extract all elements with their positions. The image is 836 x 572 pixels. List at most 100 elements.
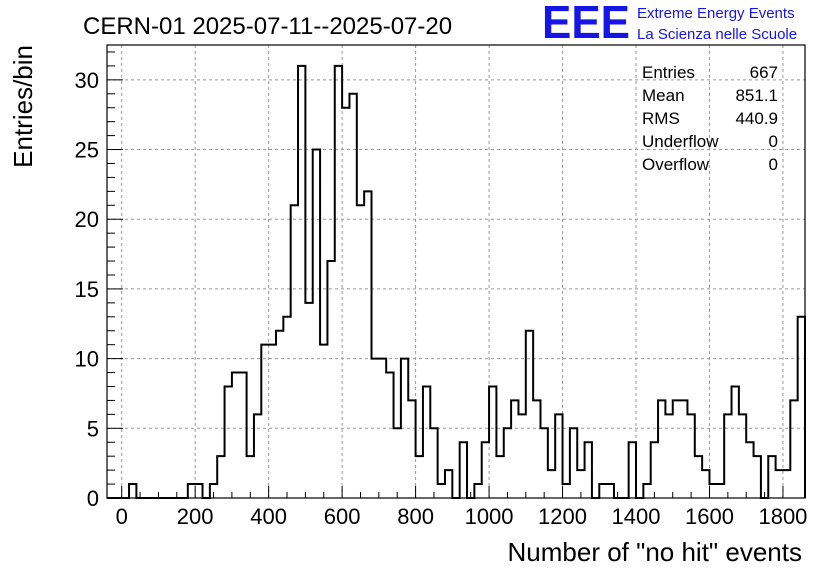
- logo-line-1: Extreme Energy Events: [637, 5, 795, 22]
- histogram-bin: [511, 400, 518, 498]
- histogram-bin: [379, 359, 386, 498]
- histogram-bin: [746, 442, 753, 498]
- stats-box: Entries 667 Mean 851.1 RMS 440.9 Underflow 0 Ove…: [642, 63, 778, 174]
- stats-value: 440.9: [735, 109, 778, 128]
- stats-label: Entries: [642, 63, 695, 82]
- y-tick-label: 5: [87, 416, 99, 441]
- x-tick-label: 1800: [758, 504, 807, 529]
- histogram-bin: [416, 456, 423, 498]
- histogram-bin: [496, 456, 503, 498]
- histogram-outline: [107, 64, 806, 499]
- histogram-bin: [276, 331, 283, 498]
- histogram-bin: [673, 400, 680, 498]
- histogram-bin: [489, 386, 496, 498]
- stats-label: Mean: [642, 86, 685, 105]
- stats-label: RMS: [642, 109, 680, 128]
- histogram-bin: [232, 373, 239, 498]
- histogram-bin: [717, 484, 724, 498]
- histogram-bin: [651, 442, 658, 498]
- histogram-bin: [533, 400, 540, 498]
- y-axis-title: Entries/bin: [8, 45, 38, 168]
- x-tick-label: 200: [177, 504, 214, 529]
- histogram-bin: [680, 400, 687, 498]
- histogram-bin: [423, 386, 430, 498]
- histogram-bin: [783, 470, 790, 498]
- histogram-bin: [599, 484, 606, 498]
- histogram-bin: [754, 456, 761, 498]
- stats-value: 0: [769, 155, 778, 174]
- x-tick-label: 800: [397, 504, 434, 529]
- histogram-bin: [298, 66, 305, 498]
- y-axis-ticks: 0 5 10 15 20 25 30: [75, 51, 123, 511]
- histogram-bin: [563, 484, 570, 498]
- plot-frame: [106, 44, 806, 499]
- histogram-bin: [438, 484, 445, 498]
- histogram-bin: [709, 484, 716, 498]
- histogram-bin: [643, 484, 650, 498]
- histogram-bin: [217, 456, 224, 498]
- histogram-bin: [555, 414, 562, 498]
- x-tick-label: 1600: [685, 504, 734, 529]
- histogram-bin: [548, 470, 555, 498]
- histogram-bin: [394, 428, 401, 498]
- histogram-bin: [724, 414, 731, 498]
- histogram-bin: [291, 205, 298, 498]
- chart-title: CERN-01 2025-07-11--2025-07-20: [83, 13, 452, 40]
- histogram-bin: [408, 400, 415, 498]
- x-tick-label: 0: [116, 504, 128, 529]
- histogram-bin: [305, 303, 312, 498]
- histogram-bin: [335, 66, 342, 498]
- plot-border: [106, 44, 806, 499]
- histogram-bin: [261, 345, 268, 498]
- histogram-bin: [129, 484, 136, 498]
- histogram-bin: [607, 484, 614, 498]
- histogram-bin: [570, 428, 577, 498]
- stats-value: 667: [750, 63, 778, 82]
- histogram-bin: [474, 484, 481, 498]
- y-tick-label: 10: [75, 347, 99, 372]
- stats-label: Overflow: [642, 155, 710, 174]
- histogram-bin: [702, 470, 709, 498]
- histogram-bin: [225, 386, 232, 498]
- x-tick-label: 400: [250, 504, 287, 529]
- y-tick-label: 20: [75, 207, 99, 232]
- histogram-bin: [732, 386, 739, 498]
- x-tick-label: 600: [324, 504, 361, 529]
- histogram-bin: [430, 428, 437, 498]
- histogram-bin: [313, 150, 320, 498]
- histogram-bin: [739, 414, 746, 498]
- y-tick-label: 0: [87, 486, 99, 511]
- stats-value: 0: [769, 132, 778, 151]
- histogram-bin: [629, 442, 636, 498]
- y-tick-label: 30: [75, 68, 99, 93]
- logo-line-2: La Scienza nelle Scuole: [637, 26, 797, 43]
- histogram-bin: [239, 373, 246, 498]
- histogram-bin: [768, 456, 775, 498]
- x-axis-ticks: 0 200 400 600 800 1000 1200 1400 1600 1800: [116, 486, 807, 529]
- histogram-bin: [195, 484, 202, 498]
- histogram-bin: [349, 94, 356, 498]
- y-tick-label: 15: [75, 277, 99, 302]
- x-axis-title: Number of "no hit" events: [508, 537, 803, 567]
- histogram-bin: [585, 442, 592, 498]
- histogram-series: [107, 64, 806, 499]
- histogram-bin: [372, 359, 379, 498]
- histogram-bin: [247, 456, 254, 498]
- histogram-bin: [342, 108, 349, 498]
- histogram-bin: [188, 484, 195, 498]
- x-tick-label: 1400: [612, 504, 661, 529]
- histogram-bin: [658, 400, 665, 498]
- histogram-bin: [269, 345, 276, 498]
- y-tick-label: 25: [75, 138, 99, 163]
- histogram-bin: [695, 456, 702, 498]
- histogram-bin: [798, 317, 805, 498]
- stats-value: 851.1: [735, 86, 778, 105]
- histogram-bin: [687, 414, 694, 498]
- histogram-bin: [364, 191, 371, 498]
- logo-mark: EEE: [542, 0, 630, 48]
- histogram-bin: [776, 470, 783, 498]
- grid-lines: [107, 45, 805, 499]
- histogram-bin: [320, 345, 327, 498]
- histogram-bin: [327, 261, 334, 498]
- histogram-bin: [665, 414, 672, 498]
